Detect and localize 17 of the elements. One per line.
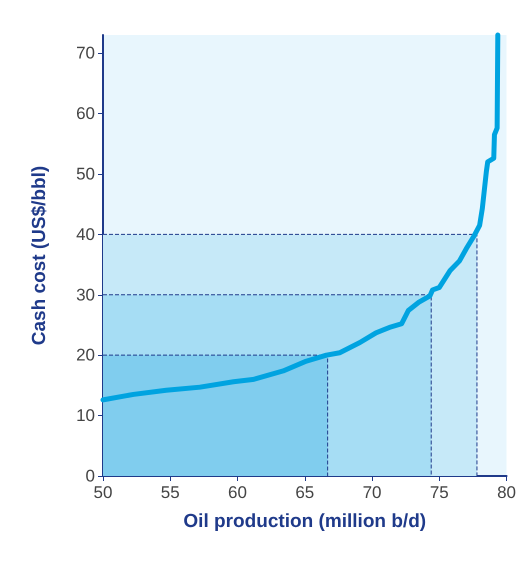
- y-tick-label: 50: [76, 164, 95, 184]
- x-tick-label: 75: [430, 483, 449, 502]
- y-tick-label: 70: [76, 44, 95, 63]
- y-tick-label: 40: [76, 224, 95, 244]
- y-tick-label: 30: [76, 285, 95, 304]
- y-tick-label: 0: [86, 466, 95, 486]
- x-tick-label: 65: [295, 483, 314, 502]
- x-tick-label: 55: [160, 483, 180, 502]
- y-axis-title: Cash cost (US$/bbl): [29, 166, 50, 346]
- x-tick-label: 70: [362, 483, 382, 502]
- y-tick-label: 10: [76, 406, 95, 426]
- x-tick-label: 60: [228, 483, 247, 502]
- x-tick-label: 80: [497, 483, 516, 502]
- y-tick-label: 60: [76, 104, 95, 124]
- x-tick-label: 50: [94, 483, 112, 502]
- y-tick-label: 20: [76, 346, 95, 365]
- x-axis-title: Oil production (million b/d): [183, 511, 426, 532]
